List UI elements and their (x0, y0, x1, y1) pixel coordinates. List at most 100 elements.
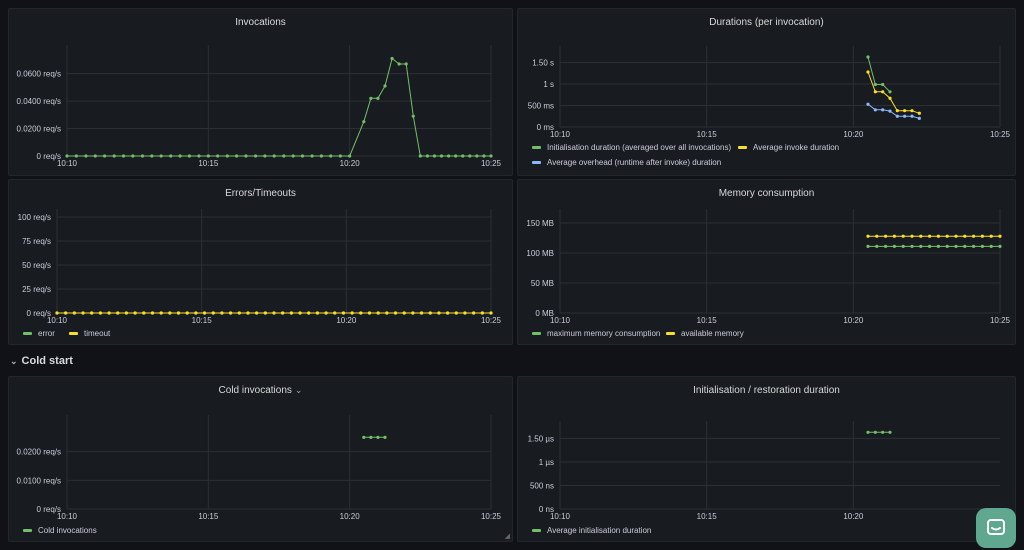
data-point (310, 154, 314, 158)
panel-durations[interactable]: Durations (per invocation) 10:10 10:15 10:… (517, 8, 1016, 176)
data-point (300, 154, 305, 158)
data-point (307, 311, 311, 315)
chart-errors: 10:10 10:15 10:20 10:25 0 req/s 25 req/s 50 re… (18, 209, 502, 338)
data-point (888, 109, 892, 113)
data-point (892, 234, 896, 238)
panel-title[interactable]: Durations (per invocation) (709, 17, 824, 28)
data-point (140, 154, 145, 158)
x-tick-label: 10:15 (697, 316, 718, 325)
panel-memory[interactable]: Memory consumption 10:10 10:15 10:20 10:25 0… (517, 179, 1016, 345)
x-tick-label: 10:15 (198, 159, 219, 168)
data-point (90, 311, 94, 315)
legend-swatch (532, 332, 541, 335)
data-point (866, 430, 870, 434)
y-tick-label: 1.50 s (532, 59, 554, 68)
data-point (418, 154, 422, 158)
chevron-down-icon[interactable]: ⌄ (10, 356, 18, 366)
data-point (194, 311, 198, 315)
row-cold-start[interactable]: ⌄ Cold start (10, 355, 73, 367)
panel-title[interactable]: Memory consumption (718, 188, 815, 199)
data-point (74, 154, 78, 158)
data-point (454, 311, 458, 315)
data-point (866, 102, 870, 106)
data-point (447, 154, 451, 158)
chevron-down-icon[interactable]: ⌄ (294, 385, 303, 395)
data-point (272, 154, 276, 158)
data-point (866, 244, 870, 248)
legend-label: available memory (681, 329, 744, 338)
data-point (875, 244, 879, 248)
data-point (315, 311, 319, 315)
data-point (150, 311, 155, 315)
resize-handle-icon[interactable]: ◢ (504, 533, 510, 540)
y-tick-label: 500 ns (530, 481, 554, 490)
legend-swatch (738, 146, 747, 149)
panel-cold-invocations[interactable]: Cold invocations ⌄ 10:10 10:15 10:20 10:25 0 … (8, 376, 513, 542)
data-point (176, 311, 181, 315)
y-tick-label: 50 req/s (22, 261, 51, 270)
data-point (888, 430, 892, 434)
data-point (972, 244, 976, 248)
y-tick-label: 100 MB (526, 249, 554, 258)
data-point (253, 154, 258, 158)
data-point (881, 430, 885, 434)
data-point (263, 311, 267, 315)
data-point (881, 108, 885, 112)
data-point (428, 311, 432, 315)
panel-title[interactable]: Errors/Timeouts (225, 188, 296, 199)
data-point (319, 154, 323, 158)
data-point (263, 154, 267, 158)
data-point (480, 311, 484, 315)
data-point (133, 311, 137, 315)
y-tick-label: 25 req/s (22, 285, 51, 294)
data-point (206, 154, 210, 158)
data-point (359, 311, 363, 315)
chart-init-duration: 10:10 10:15 10:20 0 ns 500 ns 1 µs 1.50 µs Aver… (528, 421, 1000, 535)
data-point (93, 154, 97, 158)
data-point (454, 154, 458, 158)
y-tick-label: 1 µs (539, 458, 554, 467)
data-point (159, 154, 163, 158)
data-point (439, 154, 444, 158)
y-tick-label: 0.0600 req/s (17, 70, 61, 79)
data-point (64, 311, 68, 315)
panel-title-wrap[interactable]: Cold invocations ⌄ (9, 385, 512, 396)
data-point (895, 109, 899, 113)
data-point (903, 109, 907, 113)
chat-button[interactable] (976, 508, 1016, 548)
data-point (367, 311, 372, 315)
y-tick-label: 0.0400 req/s (17, 97, 61, 106)
legend-label: timeout (84, 329, 111, 338)
data-point (229, 311, 233, 315)
data-point (928, 234, 932, 238)
data-point (338, 154, 342, 158)
data-point (225, 154, 229, 158)
x-tick-label: 10:25 (481, 316, 502, 325)
panel-invocations[interactable]: Invocations 10:10 10:15 10:20 10:25 0 req/s 0… (8, 8, 513, 176)
data-point (376, 435, 380, 439)
legend-label: Average initialisation duration (547, 526, 651, 535)
data-point (98, 311, 102, 315)
y-tick-label: 500 ms (528, 102, 554, 111)
panel-init-duration[interactable]: Initialisation / restoration duration 10… (517, 376, 1016, 542)
data-point (919, 244, 923, 248)
panel-title[interactable]: Initialisation / restoration duration (693, 385, 840, 396)
panel-title[interactable]: Invocations (235, 17, 286, 28)
panel-errors[interactable]: Errors/Timeouts 10:10 10:15 10:20 10:25 0 re… (8, 179, 513, 345)
x-tick-label: 10:20 (843, 512, 864, 521)
data-point (369, 96, 373, 100)
data-point (121, 154, 126, 158)
legend-label: error (38, 329, 55, 338)
data-point (446, 311, 450, 315)
data-point (333, 311, 337, 315)
data-point (55, 311, 59, 315)
y-tick-label: 50 MB (531, 279, 554, 288)
data-point (329, 154, 333, 158)
x-tick-label: 10:10 (550, 130, 571, 139)
legend-swatch (532, 529, 541, 532)
y-tick-label: 1 s (543, 80, 554, 89)
panel-title[interactable]: Cold invocations (218, 385, 292, 396)
data-point (411, 114, 415, 118)
data-point (244, 154, 248, 158)
data-point (895, 114, 899, 118)
